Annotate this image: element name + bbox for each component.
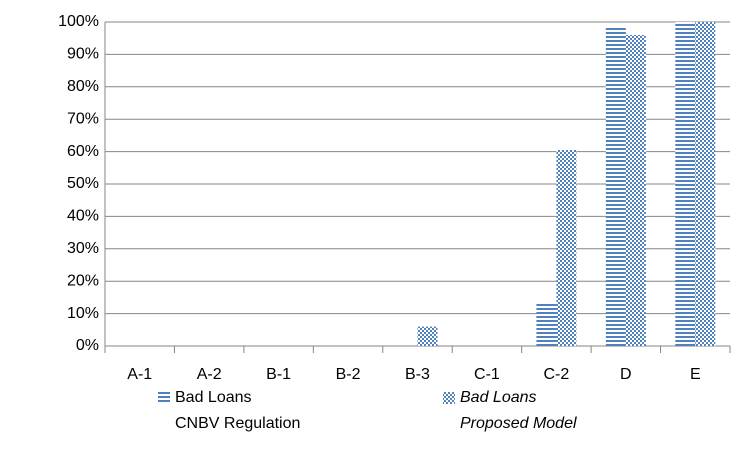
bar bbox=[625, 34, 646, 347]
x-tick-label: D bbox=[620, 366, 632, 383]
y-tick-label: 60% bbox=[67, 143, 99, 160]
bar bbox=[536, 302, 557, 346]
bar bbox=[605, 26, 626, 347]
bar bbox=[695, 22, 716, 346]
legend-label: Bad Loans CNBV Regulation bbox=[175, 389, 301, 432]
legend-label: Bad Loans Proposed Model bbox=[460, 389, 577, 432]
y-tick-label: 10% bbox=[67, 305, 99, 322]
y-tick-label: 50% bbox=[67, 175, 99, 192]
y-tick-label: 40% bbox=[67, 208, 99, 225]
y-tick-label: 70% bbox=[67, 110, 99, 127]
x-tick-label: B-3 bbox=[405, 366, 430, 383]
y-tick-label: 30% bbox=[67, 240, 99, 257]
x-tick-label: C-2 bbox=[543, 366, 569, 383]
x-tick-label: A-1 bbox=[127, 366, 152, 383]
x-tick-label: A-2 bbox=[197, 366, 222, 383]
bar bbox=[417, 326, 438, 346]
y-tick-label: 80% bbox=[67, 78, 99, 95]
y-tick-label: 90% bbox=[67, 46, 99, 63]
bar bbox=[675, 22, 696, 346]
legend-swatch bbox=[443, 392, 455, 404]
x-tick-label: B-2 bbox=[336, 366, 361, 383]
x-tick-label: B-1 bbox=[266, 366, 291, 383]
legend-swatch bbox=[158, 392, 170, 404]
y-tick-label: 0% bbox=[76, 337, 99, 354]
y-tick-label: 100% bbox=[58, 13, 99, 30]
bar bbox=[556, 149, 577, 346]
y-tick-label: 20% bbox=[67, 272, 99, 289]
x-tick-label: E bbox=[690, 366, 701, 383]
x-tick-label: C-1 bbox=[474, 366, 500, 383]
